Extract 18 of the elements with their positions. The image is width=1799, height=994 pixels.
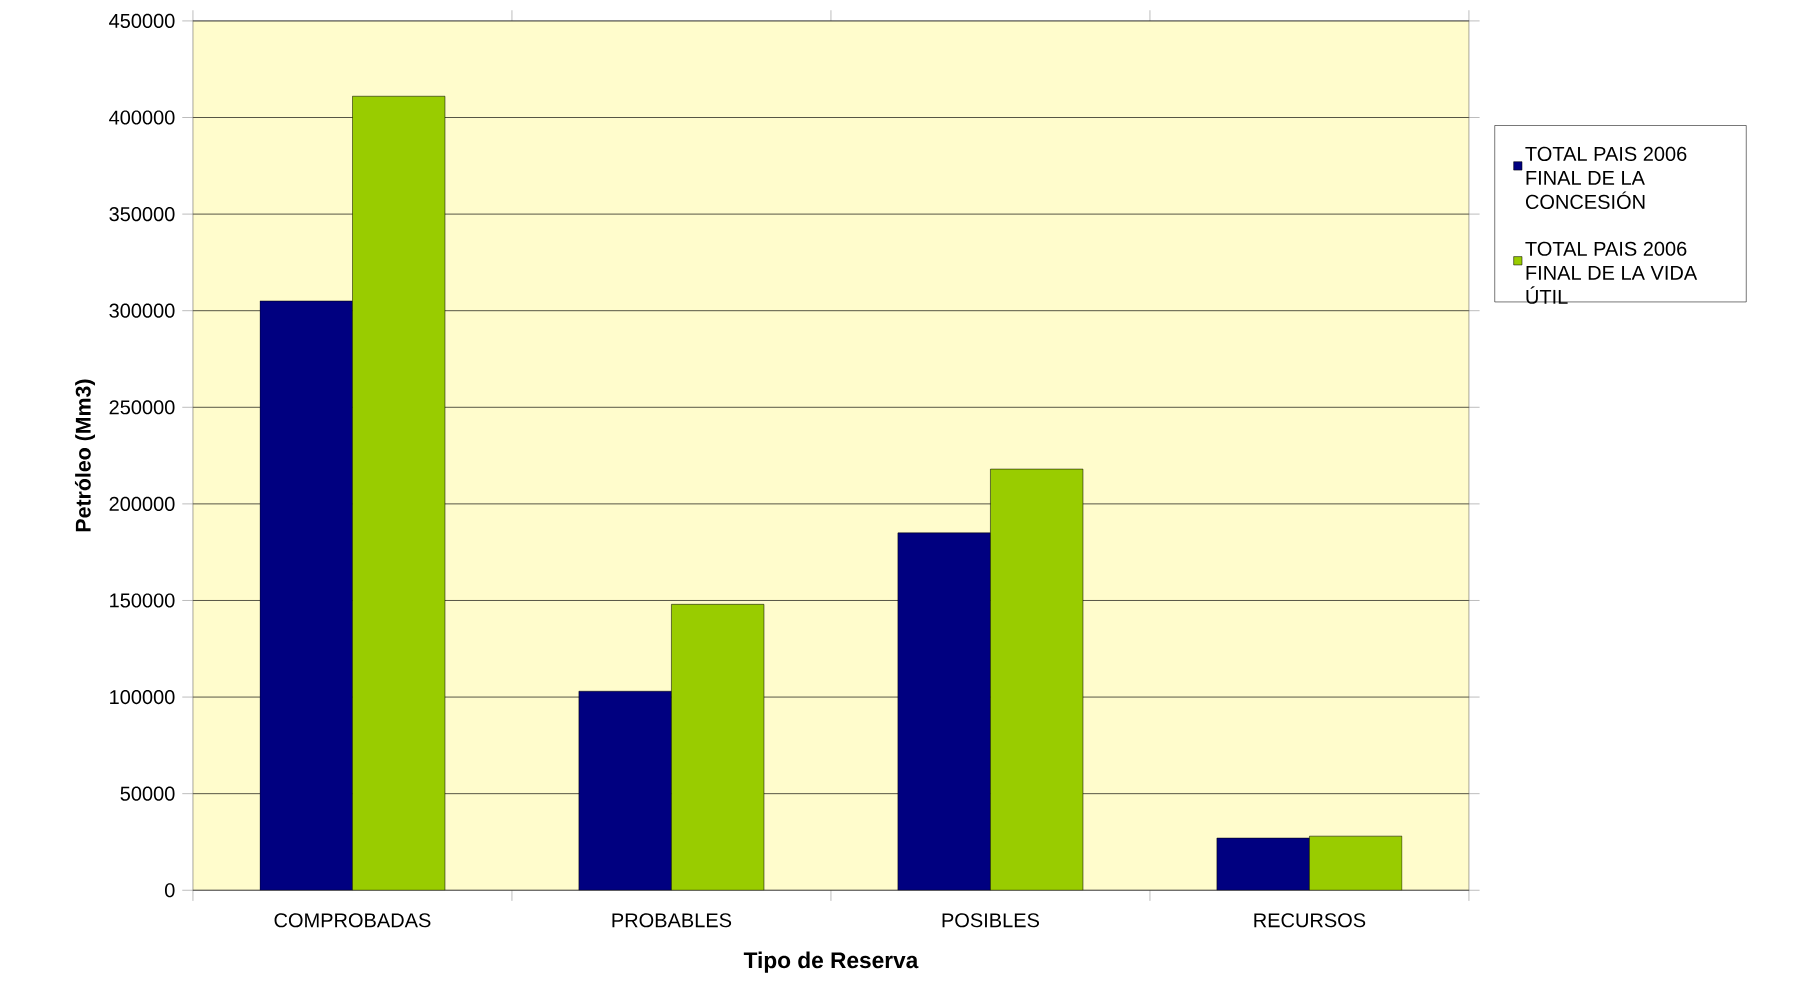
legend-label: TOTAL PAIS 2006 FINAL DE LA VIDA ÚTIL	[1525, 241, 1698, 304]
y-axis-title: Petróleo (Mm3)	[74, 379, 96, 532]
y-tick-label: 450000	[109, 13, 175, 28]
x-tick-label: COMPROBADAS	[274, 913, 431, 928]
x-tick-label: PROBABLES	[612, 913, 732, 928]
legend-label: TOTAL PAIS 2006 FINAL DE LA CONCESIÓN	[1525, 146, 1687, 209]
y-tick-label: 100000	[110, 689, 175, 705]
y-tick-label: 150000	[110, 593, 175, 608]
x-tick-label: RECURSOS	[1254, 913, 1366, 928]
x-axis-title: Tipo de Reserva	[743, 951, 919, 973]
y-tick-label: 50000	[120, 786, 175, 801]
y-tick-label: 250000	[109, 400, 175, 415]
y-tick-label: 400000	[109, 110, 175, 125]
y-tick-label: 200000	[109, 496, 175, 511]
x-tick-label: POSIBLES	[942, 913, 1039, 928]
y-tick-label: 300000	[109, 303, 175, 318]
y-tick-label: 0	[164, 883, 175, 898]
y-tick-label: 350000	[109, 207, 175, 222]
